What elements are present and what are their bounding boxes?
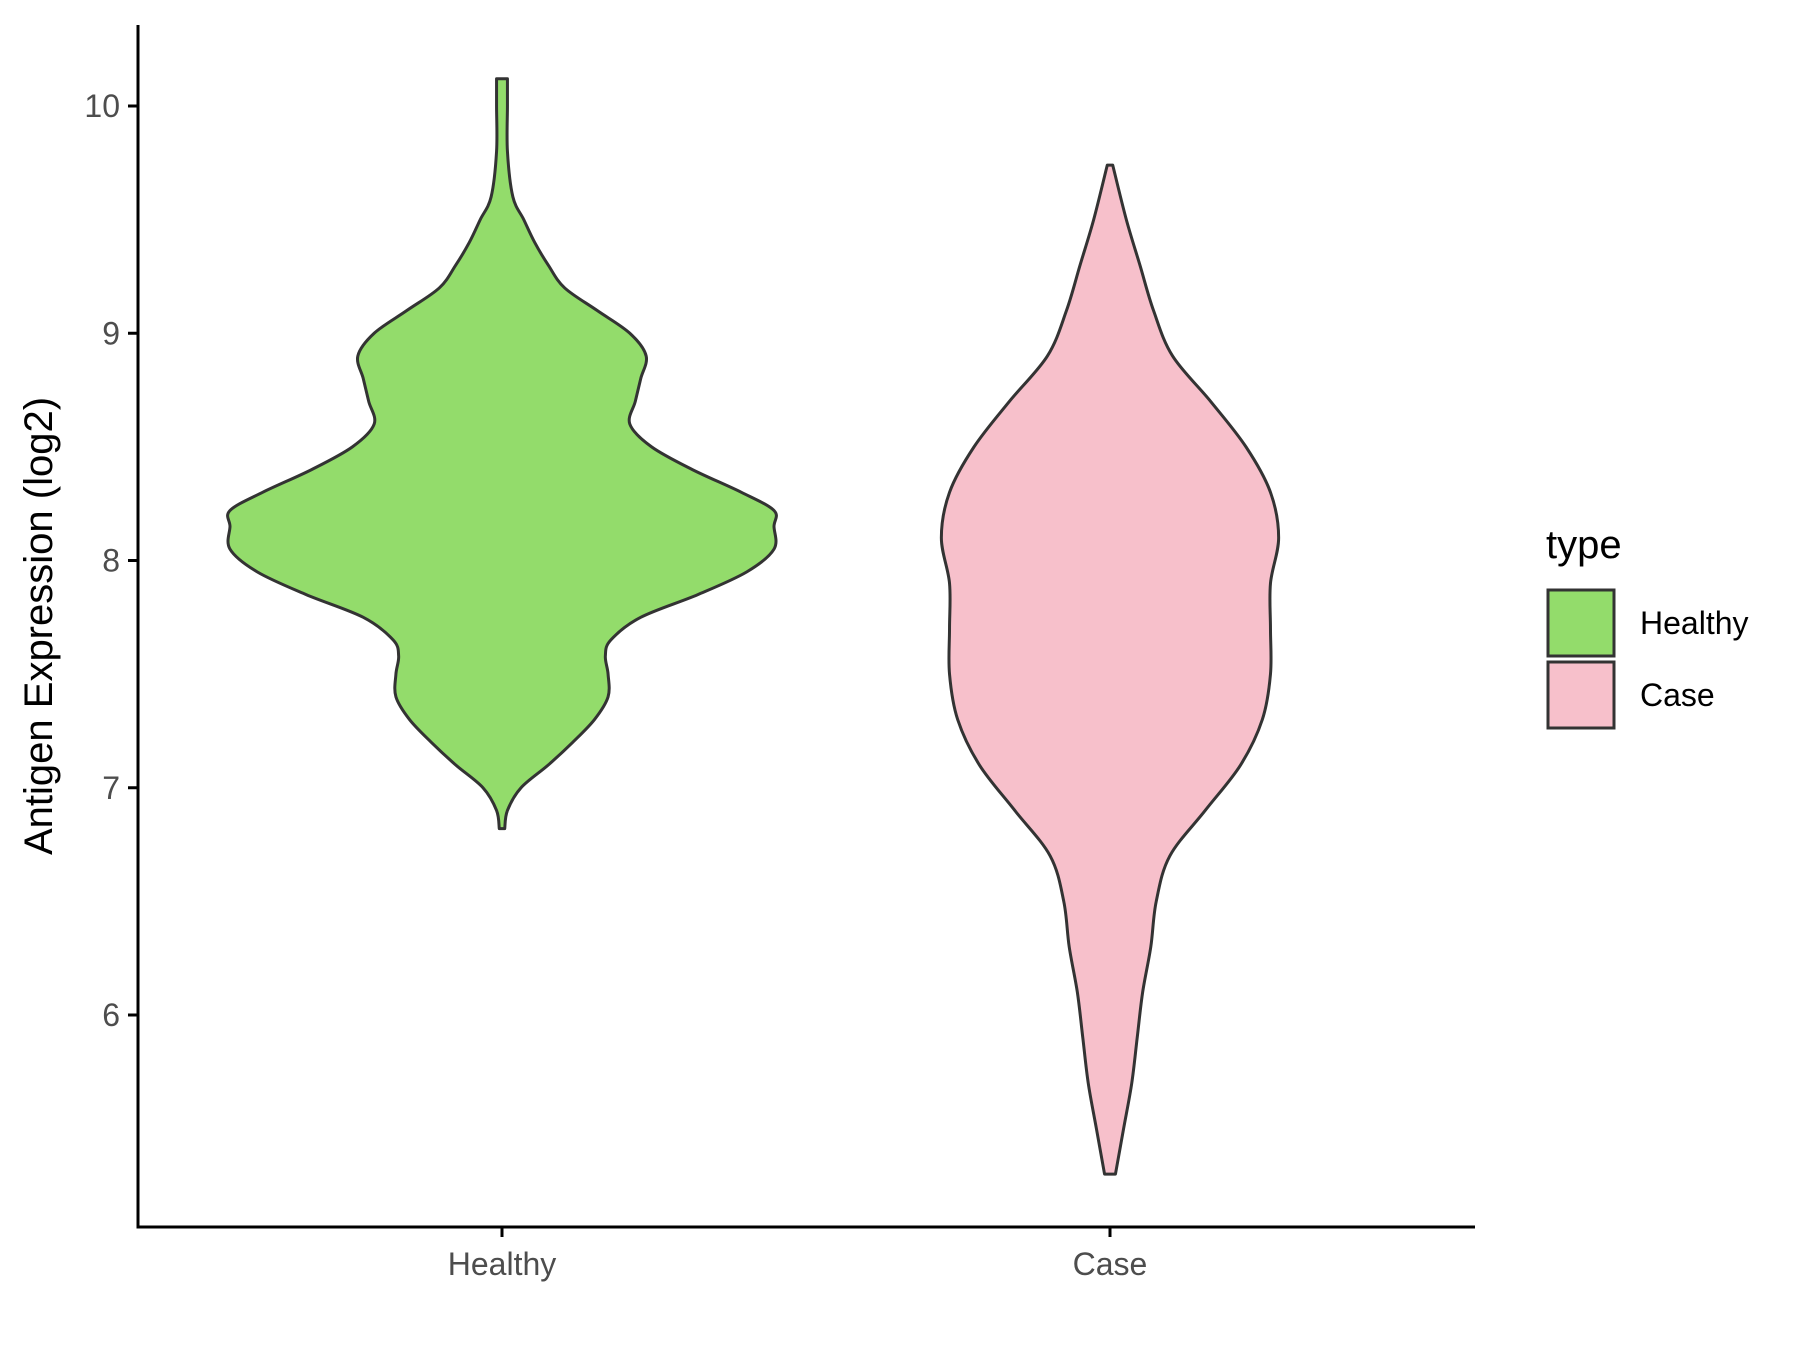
legend-label-healthy: Healthy xyxy=(1640,605,1749,641)
violin-layer xyxy=(226,77,1281,1176)
y-tick-label: 10 xyxy=(84,88,120,124)
legend: type Healthy Case xyxy=(1546,523,1749,730)
legend-label-case: Case xyxy=(1640,677,1715,713)
x-tick-label-healthy: Healthy xyxy=(448,1246,557,1282)
legend-title: type xyxy=(1546,523,1622,567)
legend-swatch-case xyxy=(1546,660,1616,730)
y-axis-ticks: 6 7 8 9 10 xyxy=(84,88,138,1033)
violin-healthy xyxy=(226,77,778,831)
y-tick-label: 9 xyxy=(102,315,120,351)
violin-case xyxy=(939,163,1281,1176)
x-axis-ticks: Healthy Case xyxy=(448,1227,1148,1282)
y-tick-label: 7 xyxy=(102,770,120,806)
y-axis-title: Antigen Expression (log2) xyxy=(17,397,61,855)
y-tick-label: 8 xyxy=(102,543,120,579)
legend-swatch-healthy xyxy=(1546,588,1616,658)
legend-items: Healthy Case xyxy=(1546,588,1749,730)
y-tick-label: 6 xyxy=(102,997,120,1033)
x-tick-label-case: Case xyxy=(1073,1246,1148,1282)
axes: 6 7 8 9 10 Healthy Case xyxy=(84,25,1475,1282)
